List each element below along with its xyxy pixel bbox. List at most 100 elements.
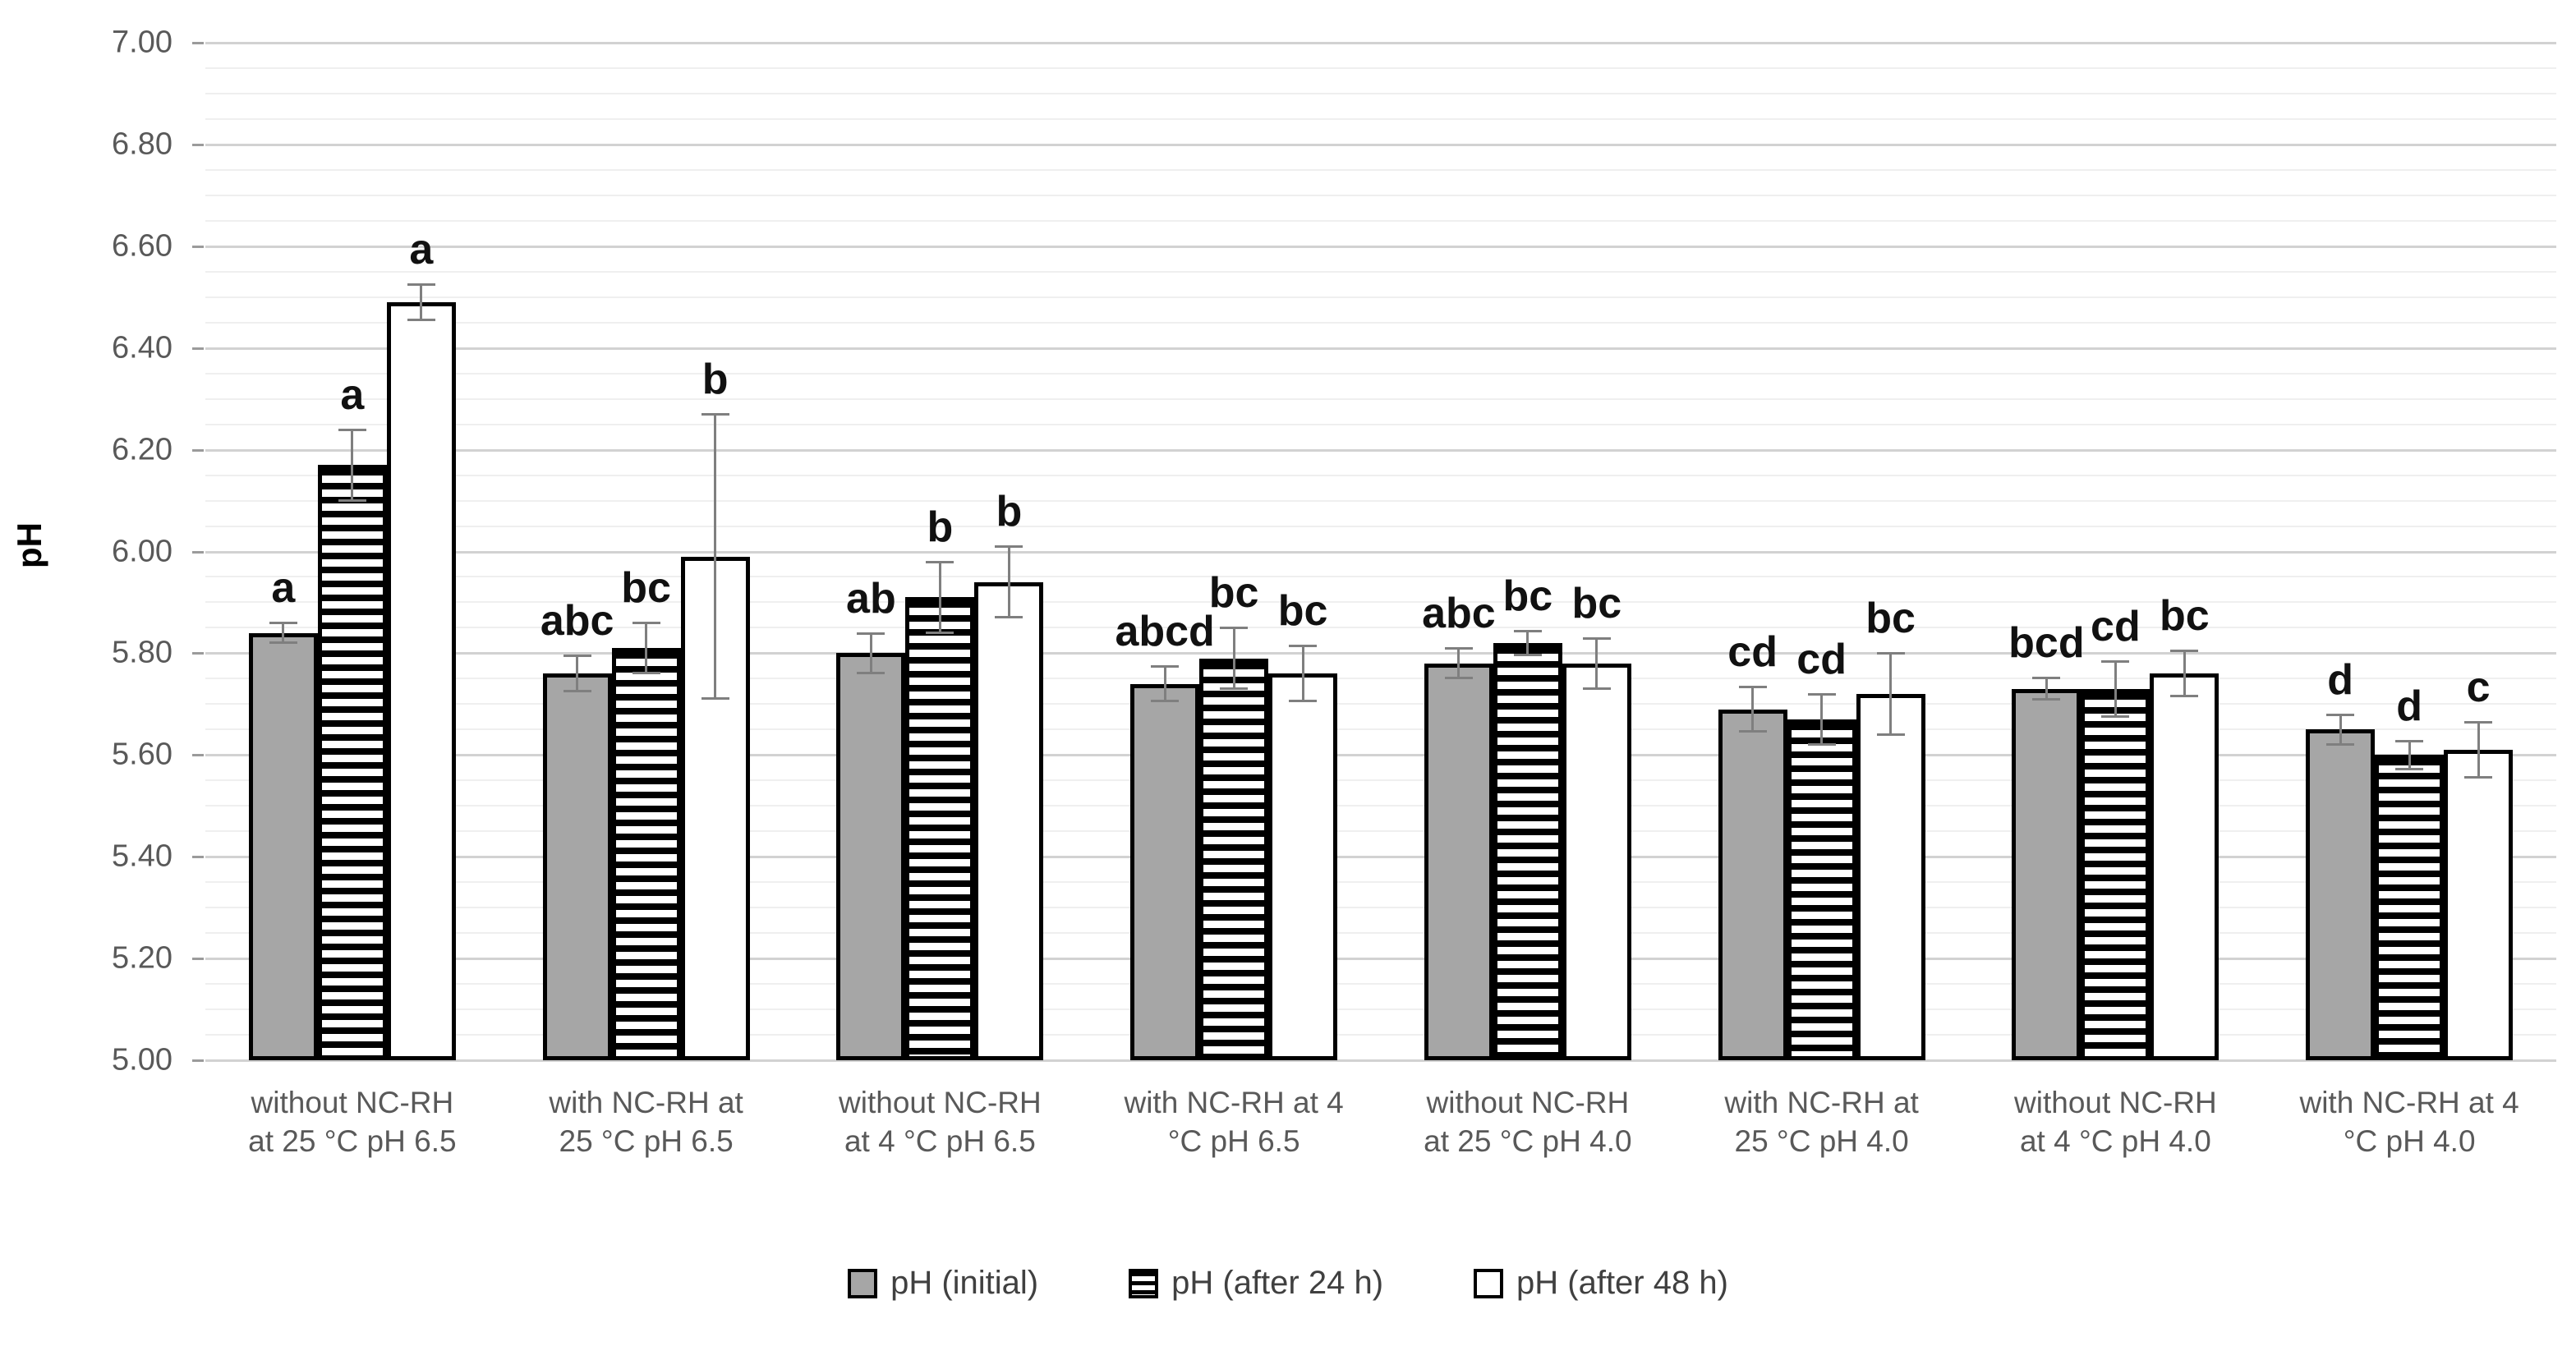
legend-label-initial: pH (initial) xyxy=(890,1265,1039,1301)
plot-area: a abc ab abcd abc cd bcd d a bc b bc bc cd cd d a b b bc bc b… xyxy=(205,42,2556,1062)
significance-letter: abc xyxy=(540,597,614,646)
error-bar-cap-top xyxy=(2032,677,2061,680)
minor-gridline xyxy=(205,830,2556,833)
bar-after-24h xyxy=(905,597,975,1060)
error-bar-cap-bottom xyxy=(995,616,1024,619)
error-bar-cap-top xyxy=(2101,659,2130,663)
legend-item-initial: pH (initial) xyxy=(848,1265,1038,1302)
bar-after-24h xyxy=(1787,719,1856,1060)
x-category-label: with NC-RH at 4 °C pH 4.0 xyxy=(2262,1083,2556,1161)
major-gridline xyxy=(205,42,2556,44)
major-gridline xyxy=(205,856,2556,859)
significance-letter: abcd xyxy=(1115,607,1215,655)
error-bar xyxy=(1007,546,1010,618)
x-category-label-line: with NC-RH at xyxy=(549,1086,743,1119)
major-gridline xyxy=(205,143,2556,146)
y-tick-mark xyxy=(192,42,204,44)
minor-gridline xyxy=(205,1034,2556,1036)
significance-letter: bcd xyxy=(2008,619,2085,668)
minor-gridline xyxy=(205,907,2556,909)
significance-letter: cd xyxy=(1796,635,1847,683)
error-bar-cap-bottom xyxy=(926,631,954,634)
y-tick-mark xyxy=(192,958,204,961)
error-bar-cap-top xyxy=(1738,685,1767,688)
error-bar-cap-bottom xyxy=(1444,677,1473,680)
x-category-label-line: at 4 °C pH 4.0 xyxy=(2019,1124,2211,1159)
legend-swatch-striped-icon xyxy=(1129,1268,1159,1298)
error-bar-cap-top xyxy=(2464,721,2493,724)
error-bar xyxy=(1526,630,1530,656)
error-bar xyxy=(1889,653,1893,735)
error-bar xyxy=(2045,678,2048,701)
error-bar xyxy=(1820,693,1824,745)
minor-gridline xyxy=(205,1009,2556,1011)
major-gridline xyxy=(205,1059,2556,1062)
x-category-label-line: °C pH 4.0 xyxy=(2343,1124,2476,1159)
error-bar-cap-bottom xyxy=(407,318,435,321)
major-gridline xyxy=(205,958,2556,961)
bar-after-24h xyxy=(2375,755,2445,1060)
x-category-label-line: with NC-RH at 4 xyxy=(1124,1086,1344,1119)
minor-gridline xyxy=(205,499,2556,502)
error-bar-cap-bottom xyxy=(1513,654,1542,657)
error-bar-cap-bottom xyxy=(1582,687,1611,690)
minor-gridline xyxy=(205,881,2556,884)
minor-gridline xyxy=(205,728,2556,731)
error-bar-cap-bottom xyxy=(632,672,660,675)
error-bar-cap-bottom xyxy=(701,697,729,701)
minor-gridline xyxy=(205,983,2556,986)
error-bar-cap-bottom xyxy=(1151,700,1180,703)
y-tick-label: 5.00 xyxy=(112,1042,172,1077)
y-axis-title: pH xyxy=(10,522,48,568)
significance-letter: bc xyxy=(621,564,671,613)
y-tick-label: 5.80 xyxy=(112,635,172,670)
significance-letter: bc xyxy=(1865,595,1916,643)
y-tick-mark xyxy=(192,652,204,655)
minor-gridline xyxy=(205,219,2556,222)
error-bar-cap-top xyxy=(563,655,591,658)
minor-gridline xyxy=(205,576,2556,578)
x-category-label-line: 25 °C pH 6.5 xyxy=(559,1124,734,1159)
major-gridline xyxy=(205,245,2556,248)
significance-letter: d xyxy=(2327,655,2354,704)
x-category-label-line: without NC-RH xyxy=(839,1086,1042,1119)
error-bar-cap-top xyxy=(1151,664,1180,668)
x-category-label: without NC-RH at 4 °C pH 6.5 xyxy=(794,1083,1088,1161)
error-bar xyxy=(2114,660,2117,717)
minor-gridline xyxy=(205,372,2556,374)
bar-after-24h xyxy=(1199,658,1269,1060)
error-bar-cap-bottom xyxy=(1876,733,1905,736)
significance-letter: cd xyxy=(2091,602,2141,650)
legend-label-after-48h: pH (after 48 h) xyxy=(1516,1265,1728,1301)
error-bar-cap-top xyxy=(1444,647,1473,650)
legend-label-after-24h: pH (after 24 h) xyxy=(1171,1265,1384,1301)
y-tick-mark xyxy=(192,856,204,859)
minor-gridline xyxy=(205,678,2556,680)
y-tick-mark xyxy=(192,754,204,757)
minor-gridline xyxy=(205,67,2556,69)
y-tick-label: 7.00 xyxy=(112,25,172,60)
x-category-label-line: with NC-RH at xyxy=(1724,1086,1919,1119)
x-category-label-line: without NC-RH xyxy=(1426,1086,1630,1119)
minor-gridline xyxy=(205,601,2556,604)
error-bar-cap-top xyxy=(857,632,886,635)
error-bar-cap-top xyxy=(1807,692,1836,696)
error-bar xyxy=(1595,637,1598,689)
significance-letter: bc xyxy=(1208,569,1259,618)
error-bar-cap-top xyxy=(1220,627,1249,630)
error-bar-cap-top xyxy=(701,413,729,416)
error-bar-cap-top xyxy=(1513,629,1542,632)
error-bar-cap-top xyxy=(926,560,954,563)
error-bar-cap-top xyxy=(2326,713,2355,716)
y-tick-label: 6.60 xyxy=(112,228,172,264)
error-bar xyxy=(2183,650,2186,697)
x-category-label-line: °C pH 6.5 xyxy=(1167,1124,1300,1159)
error-bar xyxy=(2477,722,2480,779)
error-bar-cap-top xyxy=(407,283,435,287)
error-bar xyxy=(1457,648,1460,679)
x-category-label-line: at 25 °C pH 4.0 xyxy=(1424,1124,1632,1159)
minor-gridline xyxy=(205,474,2556,476)
error-bar-cap-bottom xyxy=(1738,730,1767,733)
y-tick-label: 6.80 xyxy=(112,126,172,162)
significance-letter: d xyxy=(2396,682,2423,730)
